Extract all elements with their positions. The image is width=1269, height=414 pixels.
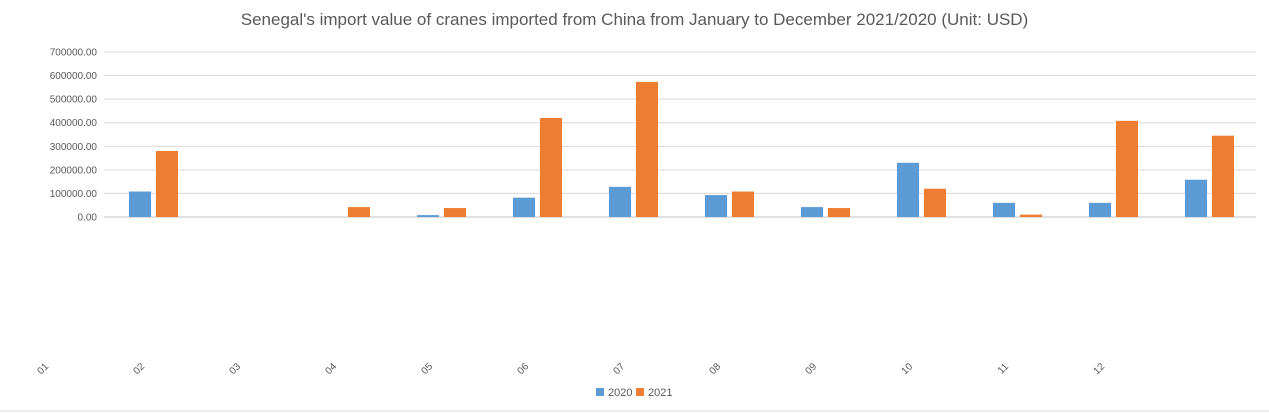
legend-swatch-2021 bbox=[636, 388, 644, 396]
x-tick-label: 10 bbox=[899, 361, 915, 377]
bar-2021-10 bbox=[1020, 214, 1042, 217]
bar-2021-3 bbox=[348, 207, 370, 217]
bars bbox=[129, 81, 1234, 217]
bar-2020-9 bbox=[897, 162, 919, 217]
bar-2020-4 bbox=[417, 215, 439, 217]
x-tick-label: 07 bbox=[611, 361, 627, 377]
bar-2021-9 bbox=[924, 188, 946, 217]
y-tick-label: 200000.00 bbox=[50, 165, 98, 176]
x-tick-label: 01 bbox=[35, 361, 51, 377]
bar-2021-7 bbox=[732, 191, 754, 217]
bar-2020-11 bbox=[1089, 202, 1111, 217]
bar-2020-5 bbox=[513, 197, 535, 217]
x-tick-label: 05 bbox=[419, 361, 435, 377]
y-axis-tick-labels: 0.00 100000.00 200000.00 300000.00 400000.00… bbox=[50, 48, 98, 224]
y-tick-label: 700000.00 bbox=[50, 48, 98, 59]
legend: 2020 2021 bbox=[596, 387, 672, 399]
bar-2020-10 bbox=[993, 202, 1015, 217]
bar-2021-4 bbox=[444, 208, 466, 217]
y-tick-label: 300000.00 bbox=[50, 142, 98, 153]
gridlines bbox=[104, 51, 1256, 218]
x-tick-label: 08 bbox=[707, 361, 723, 377]
y-tick-label: 0.00 bbox=[78, 213, 98, 224]
x-tick-label: 06 bbox=[515, 361, 531, 377]
y-tick-label: 400000.00 bbox=[50, 118, 98, 129]
legend-label-2020: 2020 bbox=[608, 387, 632, 399]
x-tick-label: 11 bbox=[996, 361, 1011, 376]
bar-2021-1 bbox=[156, 151, 178, 217]
x-tick-label: 03 bbox=[227, 361, 243, 377]
bar-2020-6 bbox=[609, 186, 631, 217]
bar-2021-8 bbox=[828, 208, 850, 217]
x-tick-label: 09 bbox=[803, 361, 819, 377]
bar-2021-11 bbox=[1116, 120, 1138, 217]
bar-2021-6 bbox=[636, 81, 658, 217]
bar-2021-12 bbox=[1212, 135, 1234, 217]
y-tick-label: 600000.00 bbox=[50, 71, 98, 82]
bar-2020-1 bbox=[129, 191, 151, 217]
x-axis-tick-labels: 01 02 03 04 05 06 07 08 09 10 11 12 bbox=[35, 361, 1107, 377]
bar-2020-8 bbox=[801, 207, 823, 217]
chart-title: Senegal's import value of cranes importe… bbox=[240, 10, 1029, 29]
bar-2020-7 bbox=[705, 195, 727, 217]
x-tick-label: 04 bbox=[323, 361, 339, 377]
x-tick-label: 12 bbox=[1091, 361, 1107, 377]
y-tick-label: 500000.00 bbox=[50, 95, 98, 106]
bar-2020-12 bbox=[1185, 179, 1207, 217]
x-tick-label: 02 bbox=[131, 361, 147, 377]
legend-swatch-2020 bbox=[596, 388, 604, 396]
y-tick-label: 100000.00 bbox=[50, 189, 98, 200]
legend-label-2021: 2021 bbox=[648, 387, 672, 399]
bar-2021-5 bbox=[540, 118, 562, 217]
